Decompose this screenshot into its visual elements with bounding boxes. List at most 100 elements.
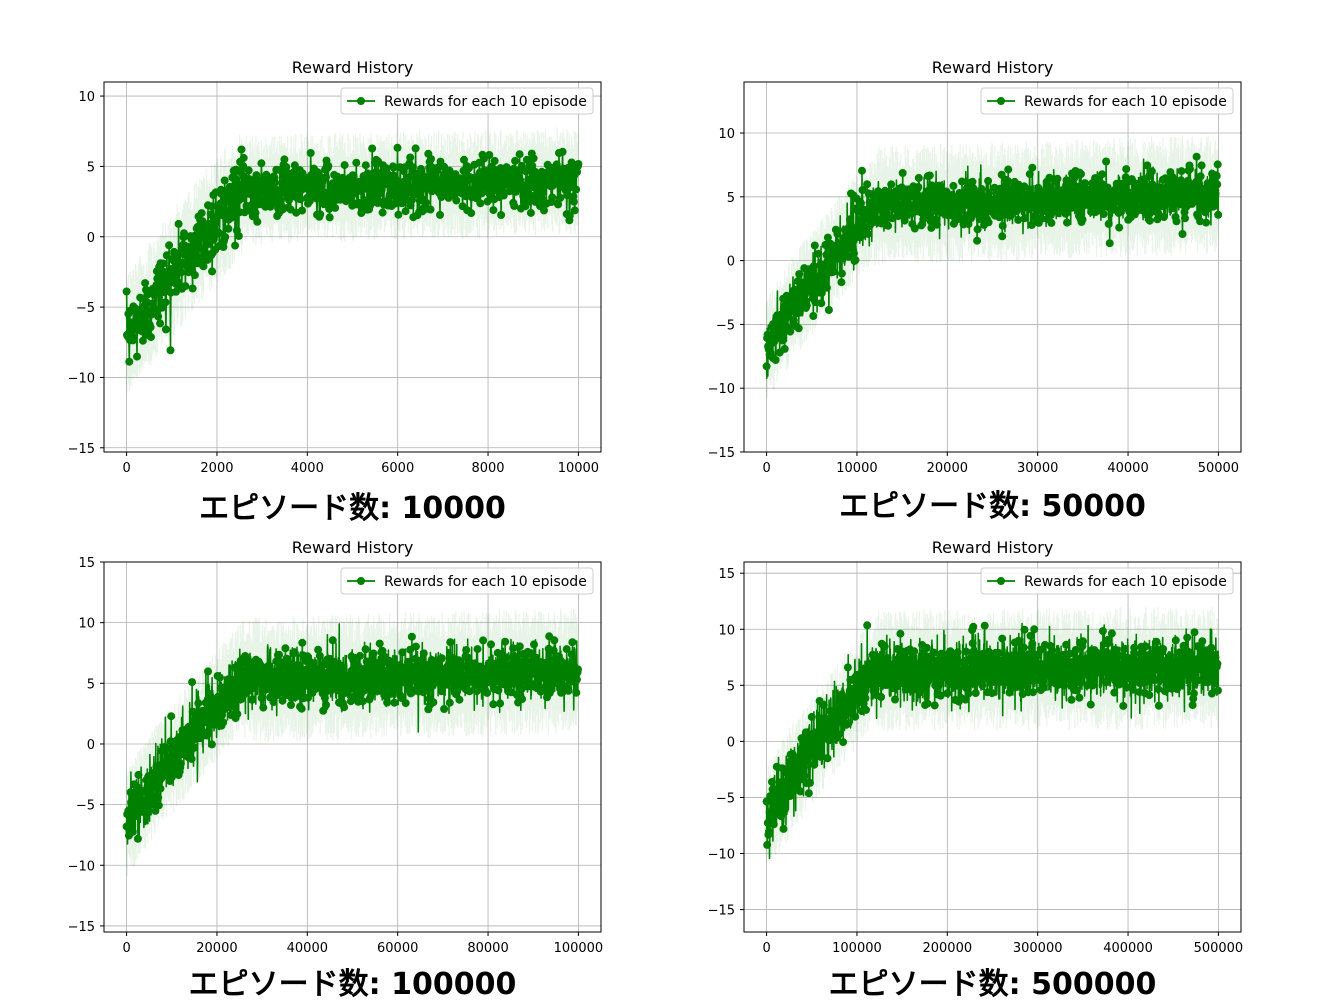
data-point [1020, 214, 1029, 223]
data-point [316, 210, 325, 219]
data-point [278, 696, 287, 705]
data-point [525, 197, 534, 206]
data-point [248, 695, 257, 704]
data-point [964, 689, 973, 698]
data-point [1104, 635, 1113, 644]
data-point [219, 718, 228, 727]
data-point [1115, 223, 1124, 232]
data-point [1027, 671, 1036, 680]
data-point [452, 196, 461, 205]
data-point [146, 323, 155, 332]
data-point [234, 232, 243, 240]
data-point [297, 704, 306, 713]
data-point [352, 158, 361, 167]
data-point [922, 643, 931, 652]
data-point [166, 346, 175, 355]
data-point [361, 161, 370, 170]
data-point [1014, 636, 1023, 645]
data-point [511, 156, 520, 165]
data-point [552, 160, 561, 169]
data-point [1213, 160, 1222, 169]
data-point [518, 695, 527, 704]
data-point [181, 282, 190, 291]
data-point [977, 185, 986, 194]
data-point [401, 699, 410, 708]
data-point [914, 183, 923, 191]
data-point [823, 754, 832, 763]
chart-title: Reward History [932, 58, 1054, 77]
x-tick-label: 100000 [832, 941, 882, 956]
data-point [410, 190, 419, 199]
data-point [510, 202, 519, 210]
data-point [794, 324, 803, 333]
data-point [398, 648, 407, 657]
data-point [362, 680, 371, 689]
data-point [523, 189, 532, 198]
data-point [971, 689, 980, 698]
data-point [1089, 675, 1098, 684]
data-point [953, 648, 962, 657]
data-point [314, 645, 323, 654]
data-point [1073, 182, 1082, 191]
legend-label: Rewards for each 10 episode [384, 574, 587, 590]
data-point [846, 215, 854, 224]
data-point [1119, 701, 1128, 710]
data-point [446, 638, 455, 647]
data-point [296, 195, 305, 204]
data-point [303, 652, 312, 661]
data-point [781, 314, 790, 323]
y-tick-label: −10 [68, 859, 95, 874]
data-point [440, 705, 449, 713]
x-tick-label: 400000 [1103, 941, 1153, 956]
data-point [349, 172, 358, 181]
data-point [147, 333, 155, 342]
data-point [1169, 204, 1178, 213]
data-point [509, 644, 518, 653]
data-point [460, 155, 468, 164]
data-point [380, 691, 389, 700]
data-point [1112, 655, 1121, 664]
data-point [462, 646, 471, 655]
data-point [1065, 649, 1074, 658]
data-point [1139, 678, 1148, 687]
data-point [1141, 642, 1150, 651]
data-point [231, 241, 240, 250]
data-point [959, 675, 968, 684]
data-point [133, 834, 142, 843]
data-point [1214, 686, 1222, 695]
data-point [1154, 701, 1163, 710]
data-point [320, 198, 329, 207]
x-tick-label: 50000 [1198, 461, 1239, 476]
data-point [257, 693, 266, 702]
data-point [1190, 628, 1199, 637]
data-point [1195, 179, 1204, 188]
data-point [800, 763, 808, 772]
data-point [540, 206, 548, 215]
data-point [328, 636, 337, 645]
y-tick-label: −5 [76, 799, 95, 814]
data-point [1053, 174, 1062, 183]
data-point [275, 650, 284, 659]
data-point [212, 705, 221, 714]
data-point [489, 206, 498, 215]
data-point [129, 333, 138, 342]
x-tick-label: 2000 [200, 461, 233, 476]
y-tick-label: 15 [78, 556, 95, 571]
axes-frame [743, 561, 1242, 933]
data-point [771, 356, 780, 364]
data-point [322, 700, 330, 709]
data-point [1098, 170, 1107, 179]
legend-label: Rewards for each 10 episode [1024, 94, 1227, 110]
data-point [1026, 631, 1035, 640]
data-point [453, 680, 462, 689]
data-point [851, 256, 860, 265]
y-tick-label: 0 [727, 735, 735, 750]
data-point [809, 262, 818, 271]
data-point [422, 198, 430, 207]
data-point [1082, 654, 1091, 663]
data-point [1166, 651, 1175, 660]
x-tick-label: 60000 [377, 941, 418, 956]
data-point [324, 161, 333, 170]
data-point [368, 144, 377, 153]
